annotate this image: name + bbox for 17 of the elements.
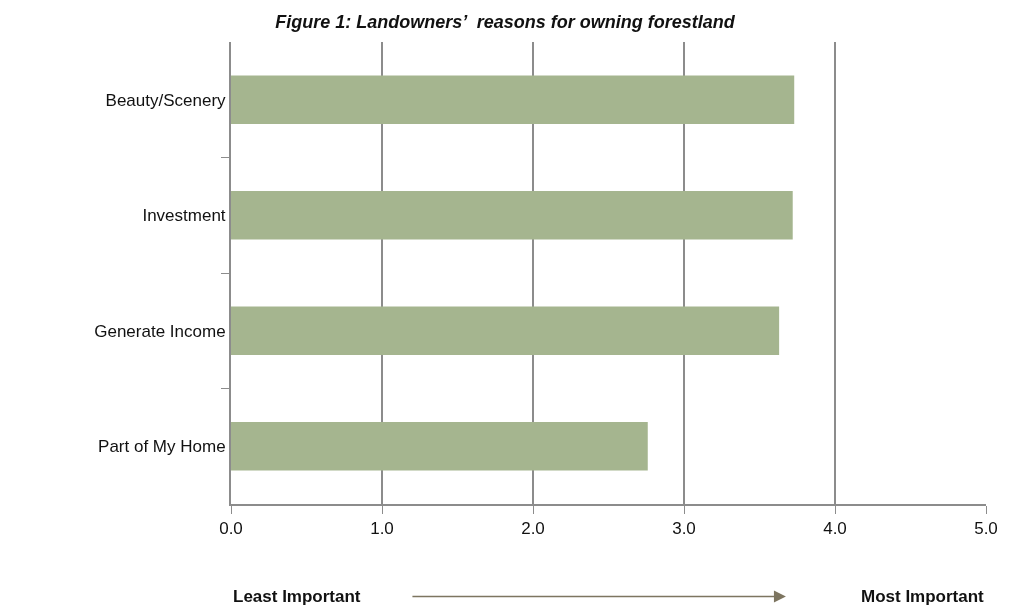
bar <box>231 75 795 125</box>
text: Least Important <box>233 587 361 606</box>
x-tick-label: 2.0 <box>521 519 545 539</box>
x-tick-label: 3.0 <box>672 519 696 539</box>
y-tick-label: Generate Income <box>94 321 226 341</box>
bar <box>231 306 780 356</box>
y-tick-label: Investment <box>142 206 226 226</box>
bar <box>231 191 793 240</box>
x-tick-label: 1.0 <box>370 519 394 539</box>
y-tick-label: Part of My Home <box>98 437 226 457</box>
text: Most Important <box>861 587 985 606</box>
x-tick-label: 4.0 <box>823 519 847 539</box>
y-tick-label: Beauty/Scenery <box>105 90 227 110</box>
bar <box>231 422 648 471</box>
x-tick-label: 5.0 <box>974 519 998 539</box>
chart-title: Figure 1: Landowners’ reasons for owning forestland <box>275 11 736 32</box>
x-tick-label: 0.0 <box>219 519 243 539</box>
